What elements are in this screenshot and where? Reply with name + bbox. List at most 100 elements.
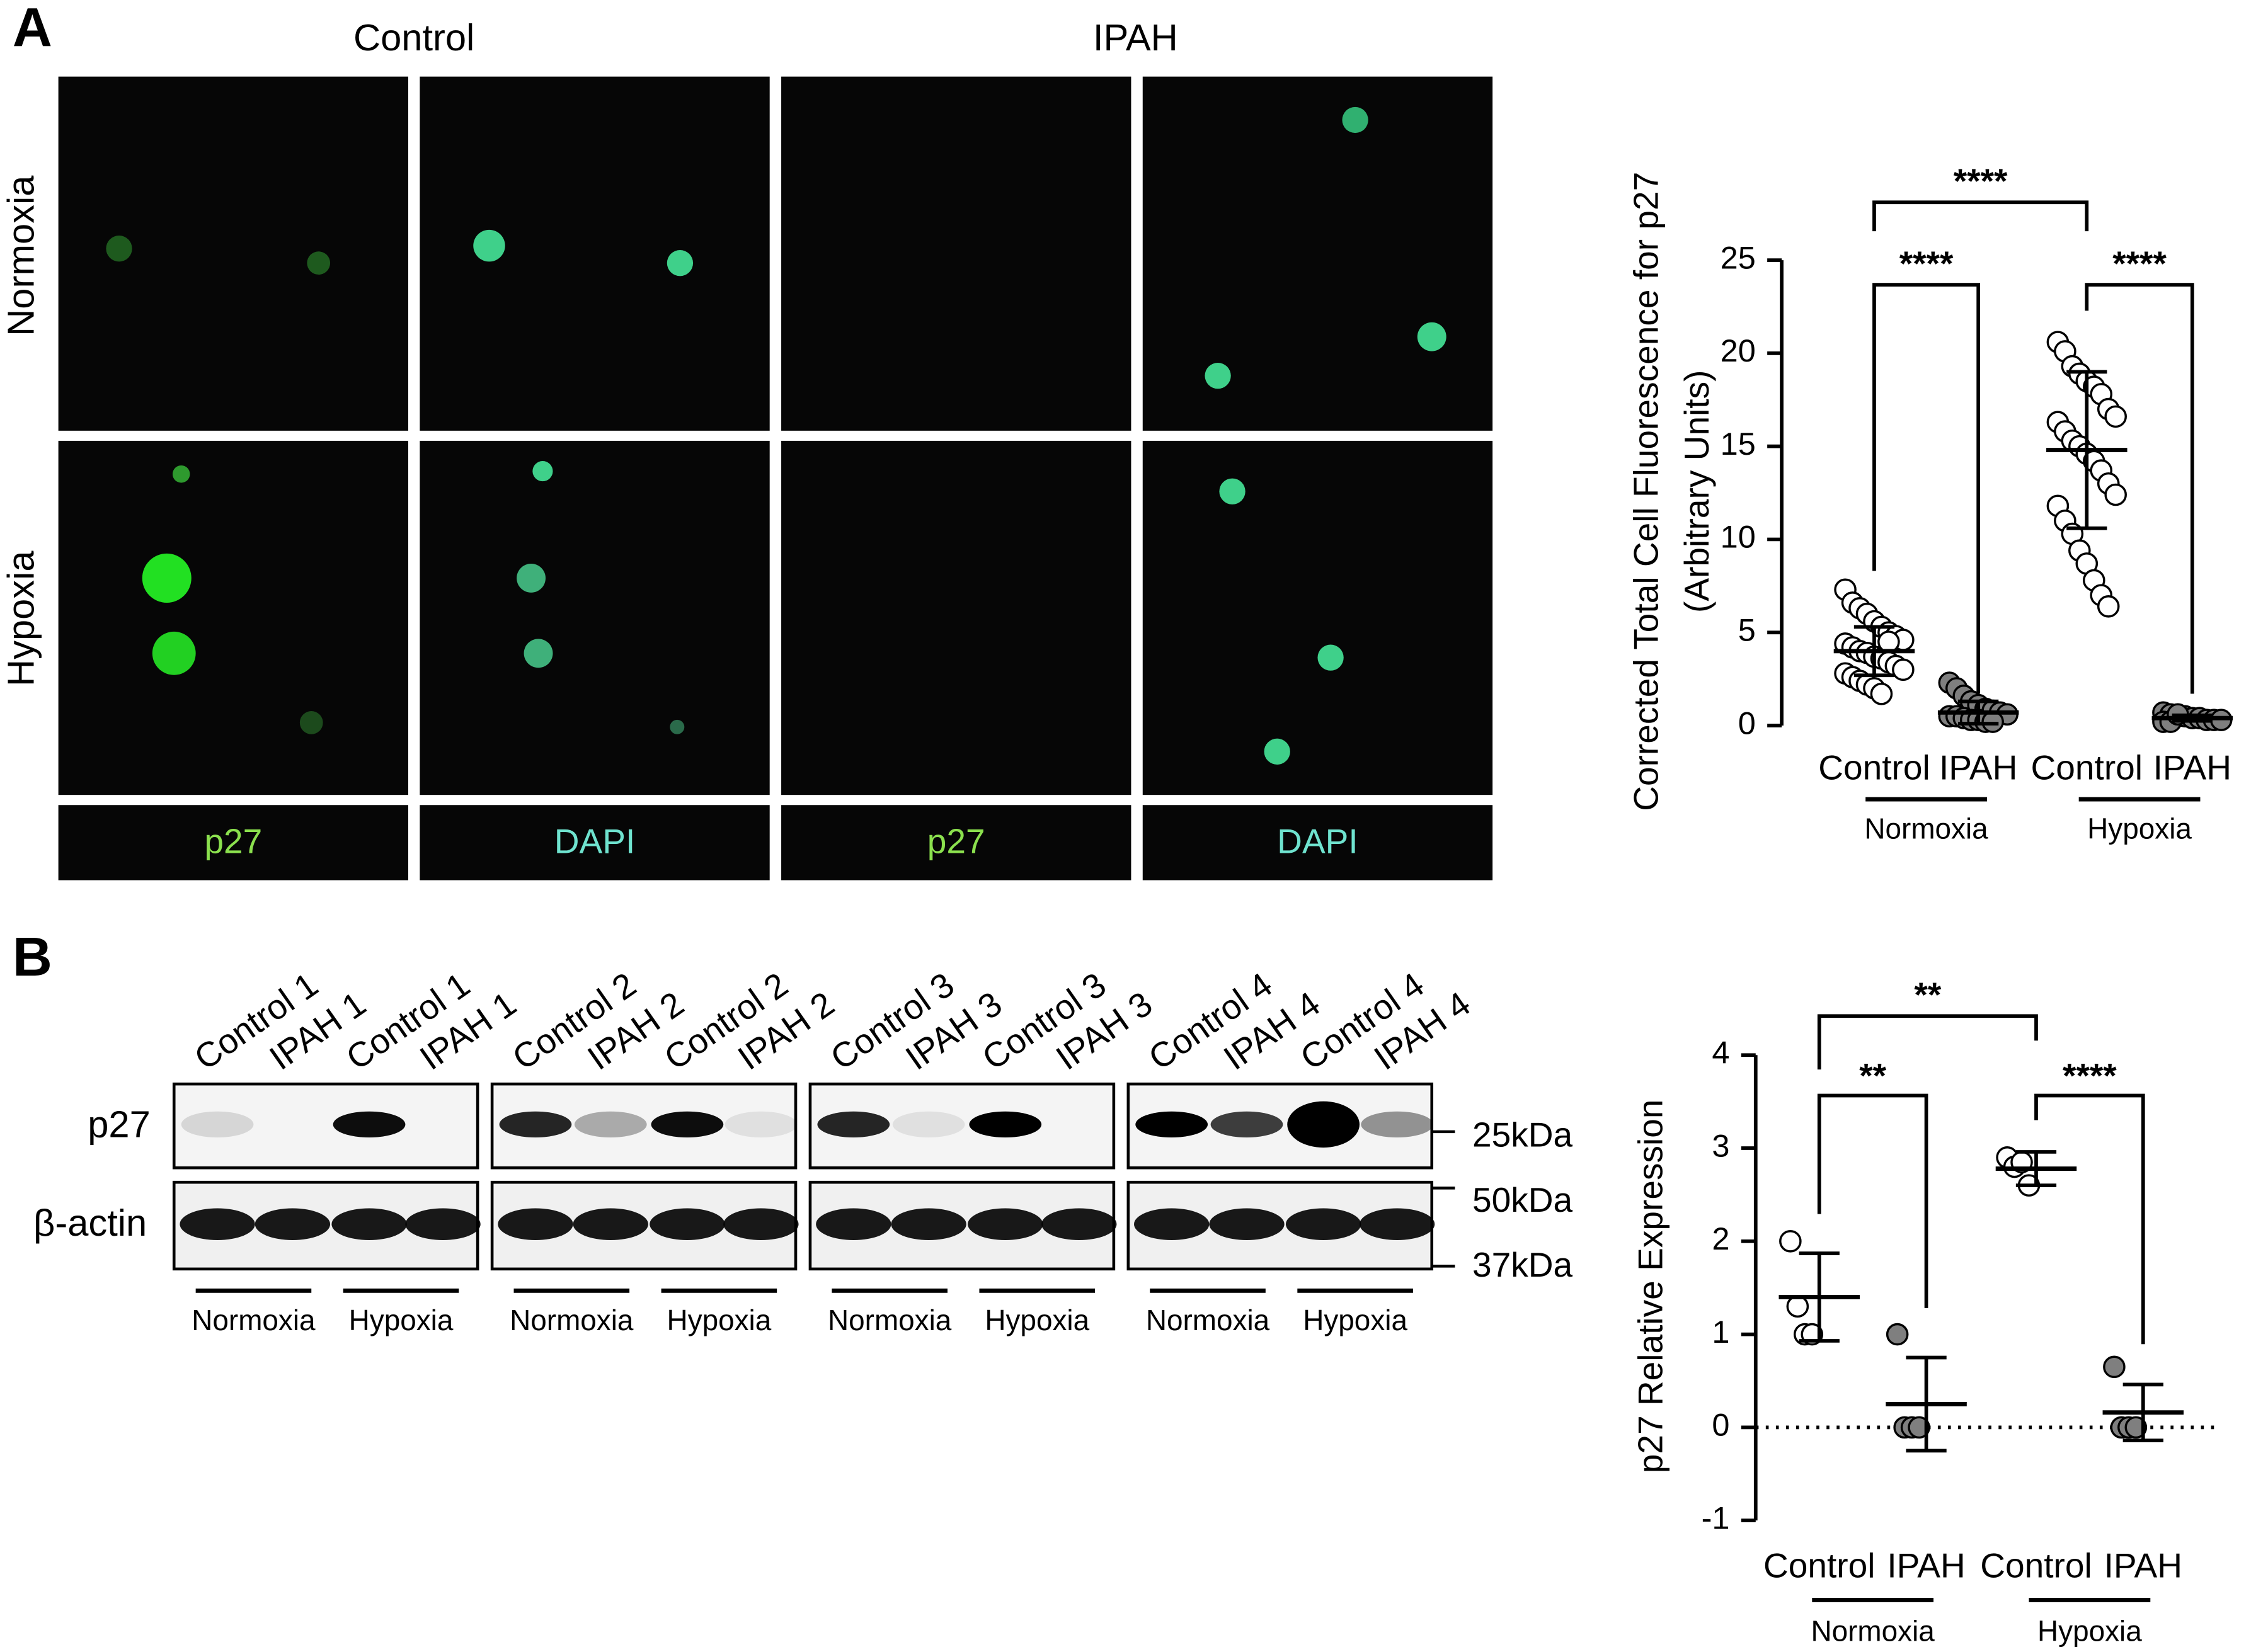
y-tick-label: 25 xyxy=(1721,239,1756,275)
cell xyxy=(142,553,192,603)
channel-box xyxy=(420,805,770,880)
column-heading: IPAH xyxy=(1093,16,1178,59)
x-tick-label: Control xyxy=(1818,748,1930,787)
band xyxy=(1209,1208,1285,1240)
x-tick-label: Control xyxy=(2031,748,2143,787)
data-point xyxy=(1786,1295,1809,1318)
channel-box xyxy=(58,805,408,880)
significance-bracket xyxy=(1817,1093,1928,1308)
data-point xyxy=(2103,1355,2126,1379)
blot-row-label: β-actin xyxy=(33,1202,147,1244)
group-label: Hypoxia xyxy=(349,1304,454,1336)
y-tick-label: 20 xyxy=(1721,333,1756,368)
band xyxy=(1210,1111,1283,1138)
y-tick-label: 4 xyxy=(1712,1035,1729,1071)
panel-label: A xyxy=(13,0,52,59)
band xyxy=(573,1208,648,1240)
group-label: Hypoxia xyxy=(2087,812,2192,845)
cell xyxy=(670,719,685,734)
band xyxy=(650,1208,725,1240)
data-point xyxy=(1908,1416,1930,1439)
band xyxy=(255,1208,331,1240)
y-tick-label: 0 xyxy=(1738,705,1756,741)
data-point xyxy=(2104,405,2127,428)
cell xyxy=(172,465,190,483)
row-heading: Hypoxia xyxy=(0,550,42,686)
x-tick-label: IPAH xyxy=(1939,748,2017,787)
micrograph xyxy=(420,440,770,795)
band xyxy=(1359,1208,1435,1240)
x-tick-label: IPAH xyxy=(2153,748,2231,787)
cell xyxy=(1264,738,1290,765)
cell xyxy=(1219,478,1246,504)
group-label: Hypoxia xyxy=(667,1304,772,1336)
cell xyxy=(1417,322,1446,351)
significance-bracket xyxy=(1872,283,1981,694)
band xyxy=(892,1111,965,1138)
y-tick-label: -1 xyxy=(1702,1500,1730,1535)
y-axis-label: (Arbitrary Units) xyxy=(1677,370,1716,613)
band xyxy=(498,1208,573,1240)
band xyxy=(817,1111,890,1138)
significance-label: **** xyxy=(1899,244,1954,283)
band xyxy=(405,1208,481,1240)
y-axis-label: Corrected Total Cell Fluorescence for p2… xyxy=(1627,172,1666,811)
channel-label: DAPI xyxy=(1277,822,1358,861)
band xyxy=(499,1111,572,1138)
channel-box xyxy=(781,805,1131,880)
band xyxy=(1287,1101,1360,1148)
significance-label: **** xyxy=(1954,161,2008,200)
cell xyxy=(1342,106,1368,134)
y-tick-label: 2 xyxy=(1712,1221,1729,1256)
micrograph xyxy=(781,76,1131,431)
significance-label: **** xyxy=(2063,1056,2117,1095)
data-point xyxy=(1886,1323,1909,1346)
cell xyxy=(1317,644,1344,671)
data-point xyxy=(2104,483,2127,506)
cell xyxy=(524,639,553,668)
x-tick-label: Control xyxy=(1980,1546,2092,1585)
column-heading: Control xyxy=(353,16,474,59)
band xyxy=(331,1208,407,1240)
cell xyxy=(299,711,323,734)
significance-bracket xyxy=(2085,283,2194,694)
significance-label: ** xyxy=(1914,975,1941,1014)
band xyxy=(1285,1208,1361,1240)
band xyxy=(891,1208,966,1240)
significance-bracket xyxy=(1817,1014,2038,1070)
cell xyxy=(517,563,546,593)
marker-label: 37kDa xyxy=(1472,1245,1573,1284)
band xyxy=(969,1111,1042,1138)
micrograph xyxy=(781,440,1131,795)
group-label: Hypoxia xyxy=(2037,1614,2142,1647)
cell xyxy=(667,250,694,276)
micrograph xyxy=(420,76,770,431)
band xyxy=(1134,1208,1210,1240)
data-point xyxy=(1870,682,1893,705)
data-point xyxy=(1779,1230,1802,1253)
micrograph xyxy=(58,440,408,795)
micrograph xyxy=(1142,440,1493,795)
cell xyxy=(1205,363,1231,389)
band xyxy=(651,1111,724,1138)
group-label: Normoxia xyxy=(192,1304,316,1336)
significance-label: ** xyxy=(1859,1056,1886,1095)
cell xyxy=(473,229,505,262)
channel-label: DAPI xyxy=(554,822,636,861)
row-heading: Normoxia xyxy=(0,175,42,336)
group-label: Normoxia xyxy=(510,1304,634,1336)
x-tick-label: IPAH xyxy=(1887,1546,1965,1585)
band xyxy=(816,1208,891,1240)
group-label: Normoxia xyxy=(828,1304,952,1336)
group-label: Normoxia xyxy=(1864,812,1988,845)
cell xyxy=(106,236,132,262)
data-point xyxy=(1981,710,2004,733)
significance-label: **** xyxy=(2112,244,2167,283)
band xyxy=(1135,1111,1208,1138)
band xyxy=(180,1208,255,1240)
x-tick-label: IPAH xyxy=(2104,1546,2182,1585)
data-point xyxy=(1877,630,1900,653)
y-axis-label: p27 Relative Expression xyxy=(1630,1100,1670,1474)
band xyxy=(968,1208,1043,1240)
